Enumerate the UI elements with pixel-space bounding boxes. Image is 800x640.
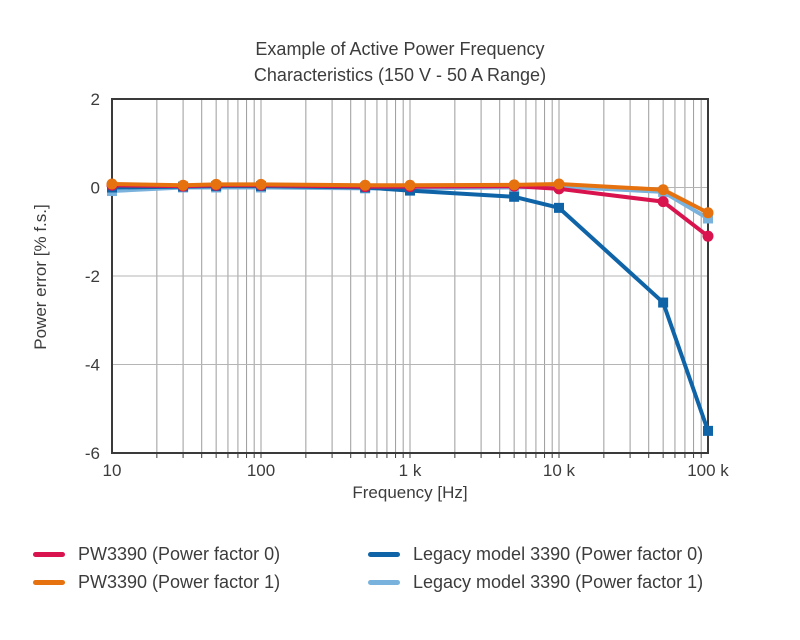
data-marker-circle: [553, 178, 565, 190]
x-tick-label: 10 k: [543, 461, 576, 480]
legend-item: Legacy model 3390 (Power factor 1): [368, 568, 703, 596]
legend-item: PW3390 (Power factor 1): [33, 568, 280, 596]
legend-column: PW3390 (Power factor 0) PW3390 (Power fac…: [33, 540, 280, 596]
legend: PW3390 (Power factor 0) PW3390 (Power fac…: [0, 540, 800, 604]
data-marker-circle: [255, 178, 267, 190]
data-marker-circle: [359, 179, 371, 191]
data-marker-circle: [702, 230, 714, 242]
legend-label: Legacy model 3390 (Power factor 0): [413, 543, 704, 564]
y-axis-label: Power error [% f.s.]: [31, 204, 50, 350]
chart-title: Example of Active Power Frequency Charac…: [0, 36, 800, 88]
data-marker-square: [554, 202, 564, 213]
data-marker-square: [658, 297, 669, 308]
data-marker-circle: [404, 179, 416, 191]
data-marker-circle: [106, 178, 118, 190]
x-axis-label: Frequency [Hz]: [352, 483, 468, 502]
data-marker-circle: [177, 179, 189, 191]
y-tick-label: -2: [85, 267, 100, 286]
y-tick-label: -4: [85, 356, 100, 375]
legend-item: PW3390 (Power factor 0): [33, 540, 280, 568]
y-tick-label: -6: [85, 444, 100, 463]
x-tick-label: 100: [247, 461, 275, 480]
legend-item: Legacy model 3390 (Power factor 0): [368, 540, 703, 568]
chart-title-line1: Example of Active Power Frequency: [255, 39, 545, 59]
data-marker-circle: [657, 184, 669, 196]
plot-area: 2 0 -2 -4 -610 100 1 k 10 k 100 k: [85, 90, 729, 480]
data-marker-circle: [210, 178, 222, 190]
x-tick-label: 100 k: [687, 461, 729, 480]
y-tick-label: 0: [91, 179, 100, 198]
data-marker-circle: [657, 196, 669, 208]
legend-swatch: [33, 551, 65, 557]
data-marker-square: [703, 213, 713, 224]
legend-column: Legacy model 3390 (Power factor 0) Legacy…: [368, 540, 703, 596]
data-marker-circle: [508, 179, 520, 191]
plot-frame: [111, 98, 709, 454]
data-marker-circle: [702, 207, 714, 219]
x-tick-label: 10: [103, 461, 122, 480]
x-tick-label: 1 k: [399, 461, 422, 480]
data-marker-square: [509, 191, 520, 202]
legend-label: PW3390 (Power factor 0): [78, 543, 281, 564]
chart-title-line2: Characteristics (150 V - 50 A Range): [253, 65, 547, 85]
legend-label: PW3390 (Power factor 1): [78, 571, 281, 592]
series-line-1: [110, 181, 710, 215]
y-tick-label: 2: [91, 90, 100, 109]
legend-swatch: [368, 551, 400, 557]
legend-swatch: [33, 579, 65, 585]
legend-swatch: [368, 579, 400, 585]
legend-label: Legacy model 3390 (Power factor 1): [413, 571, 704, 592]
data-marker-square: [703, 425, 713, 436]
